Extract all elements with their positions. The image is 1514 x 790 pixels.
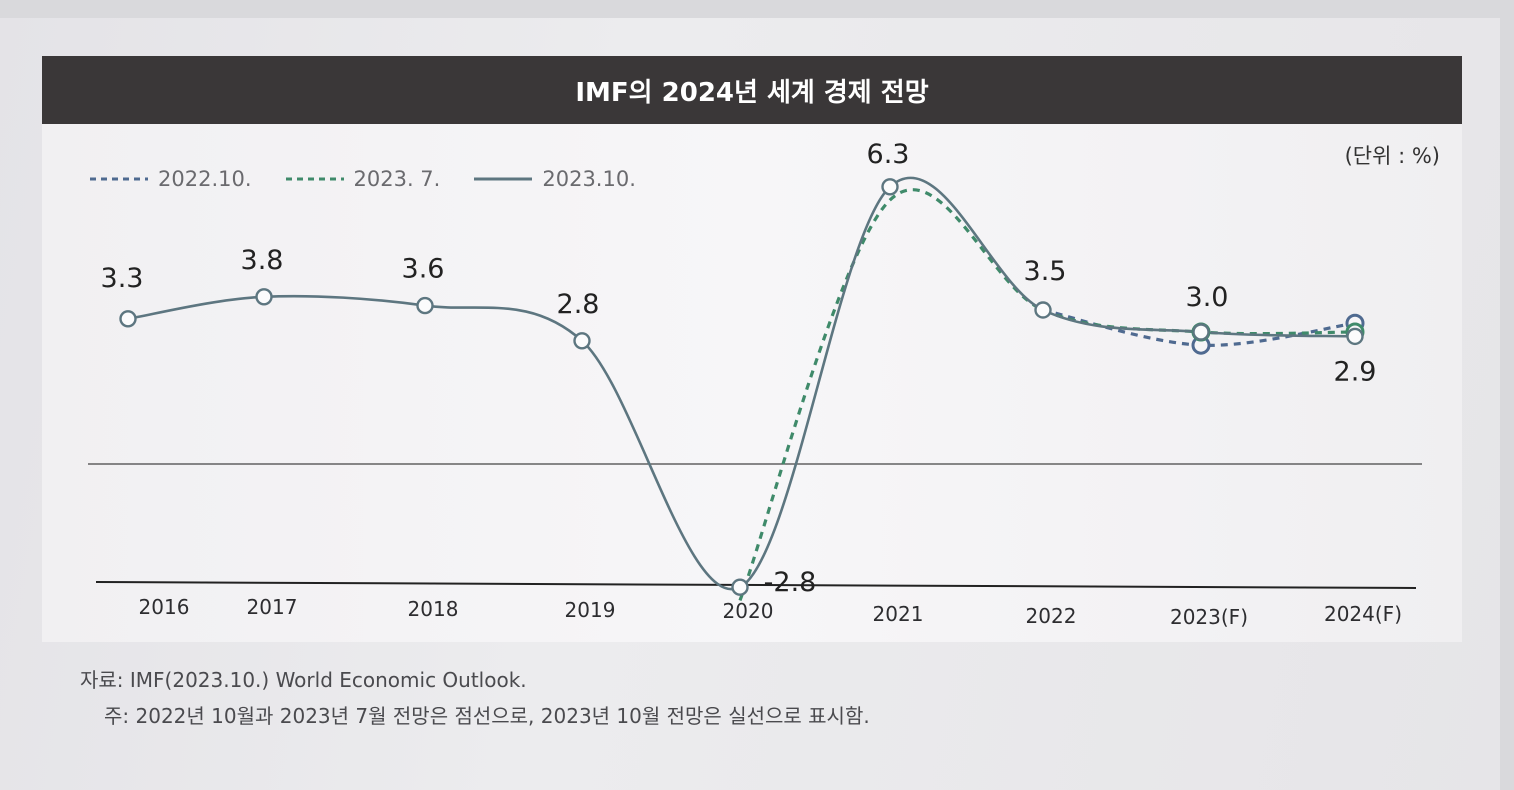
data-point: [1192, 323, 1210, 341]
chart-title: IMF의 2024년 세계 경제 전망: [42, 56, 1462, 124]
data-label: 3.6: [402, 254, 445, 285]
legend-item-2023-7: 2023. 7.: [285, 167, 441, 191]
data-label: 3.5: [1024, 256, 1067, 287]
data-label: 3.8: [241, 245, 284, 276]
x-tick-label: 2019: [565, 598, 616, 622]
data-point: [881, 178, 899, 196]
data-point: [1346, 327, 1364, 346]
x-tick-label: 2017: [247, 595, 298, 619]
data-point: [1034, 301, 1052, 319]
legend-item-2023-10: 2023.10.: [474, 167, 636, 191]
x-axis-line: [95, 581, 1417, 589]
legend-label: 2023.10.: [542, 167, 636, 191]
unit-label: (단위 : %): [1344, 144, 1440, 168]
x-tick-label: 2021: [873, 602, 924, 626]
x-tick-label: 2018: [408, 597, 459, 621]
explanatory-note: 주: 2022년 10월과 2023년 7월 전망은 점선으로, 2023년 1…: [104, 704, 870, 728]
legend-item-2022-10: 2022.10.: [90, 167, 252, 191]
data-label: 3.0: [1186, 282, 1229, 313]
legend-label: 2022.10.: [158, 167, 252, 191]
data-point: [416, 296, 434, 315]
x-tick-label: 2016: [139, 595, 190, 619]
data-label: 2.8: [557, 289, 600, 320]
x-tick-label: 2020: [723, 599, 774, 623]
source-note: 자료: IMF(2023.10.) World Economic Outlook…: [80, 668, 527, 692]
data-label: 3.3: [101, 263, 144, 294]
series-line-20237: [738, 188, 1356, 601]
data-point: [119, 310, 137, 328]
data-point: [255, 288, 273, 306]
data-label: -2.8: [764, 567, 817, 598]
data-point: [731, 578, 749, 596]
x-tick-label: 2024(F): [1324, 602, 1402, 626]
x-tick-label: 2023(F): [1170, 605, 1248, 629]
legend: 2022.10. 2023. 7. 2023.10.: [90, 164, 670, 194]
chart-panel: [42, 56, 1462, 642]
data-point: [573, 332, 591, 350]
data-label: 6.3: [867, 139, 910, 170]
legend-dashed-line-icon: [90, 177, 148, 181]
legend-dashed-line-icon: [285, 177, 344, 181]
data-label: 2.9: [1334, 356, 1377, 387]
series-line-202310: [127, 176, 1356, 591]
legend-solid-line-icon: [474, 177, 533, 181]
x-tick-label: 2022: [1026, 604, 1077, 628]
legend-label: 2023. 7.: [353, 167, 441, 191]
